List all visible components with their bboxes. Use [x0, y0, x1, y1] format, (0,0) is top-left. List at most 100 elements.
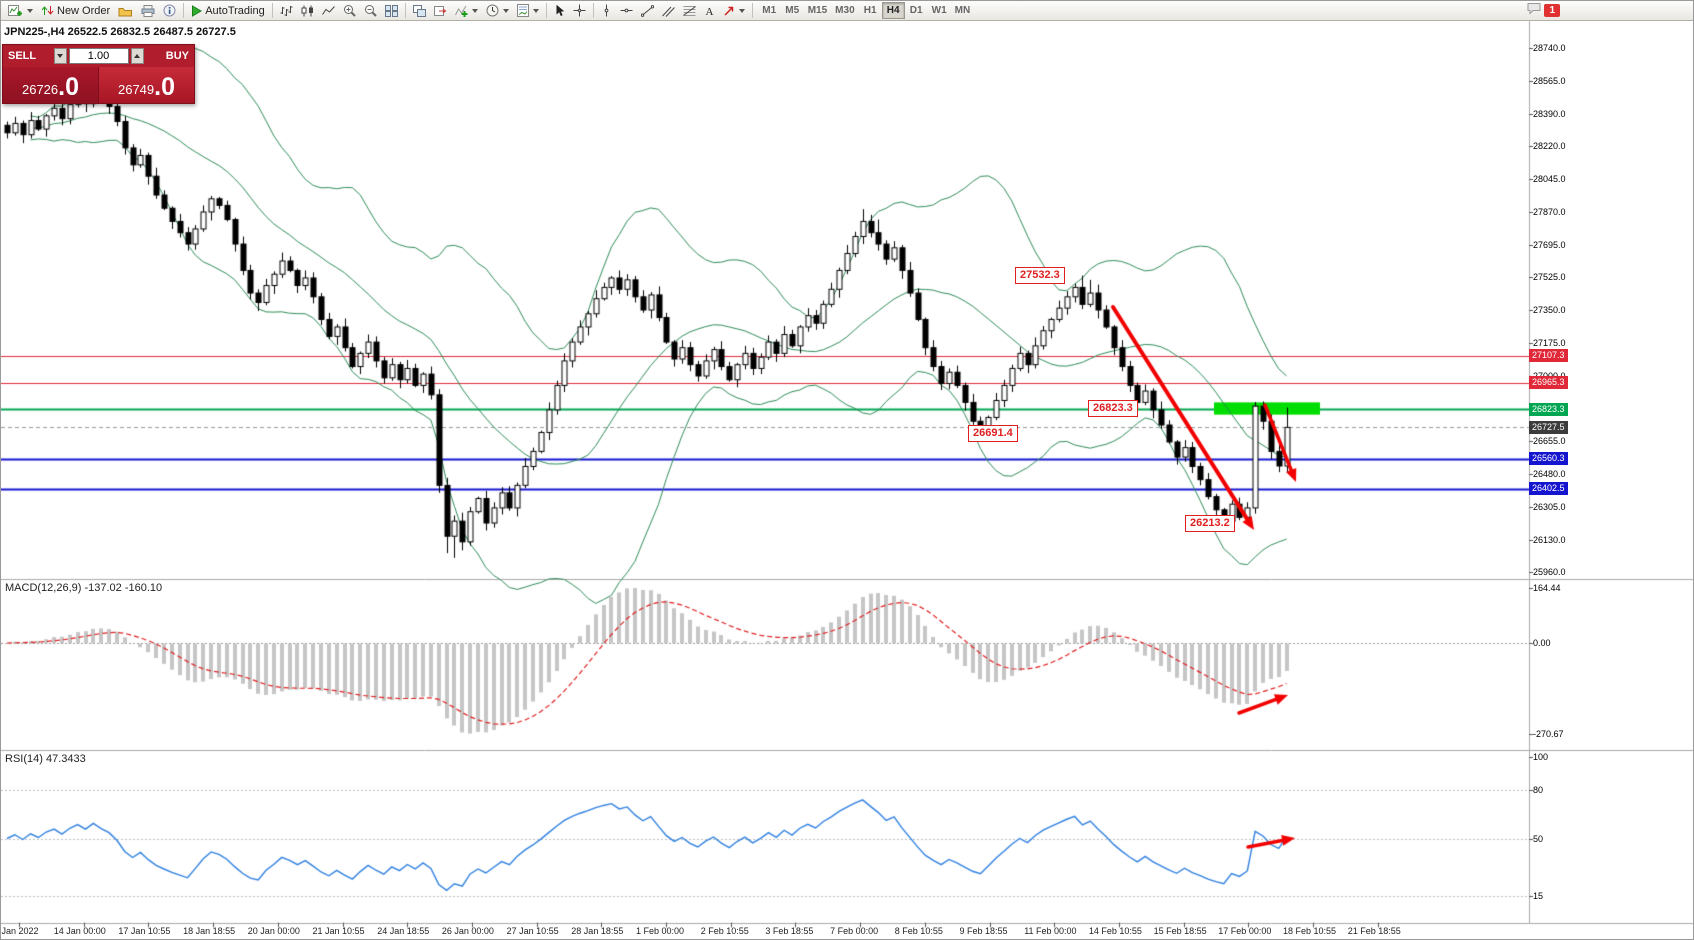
auto-arrange-button[interactable] — [409, 2, 430, 20]
volume-input[interactable] — [68, 48, 129, 64]
time-axis-label: 26 Jan 00:00 — [441, 926, 494, 936]
cursor-button[interactable] — [550, 2, 569, 20]
macd-scale-label: -270.67 — [1533, 728, 1564, 739]
timeframe-m1-button[interactable]: M1 — [758, 2, 781, 19]
new-chart-button[interactable] — [4, 2, 37, 20]
text-tool-button[interactable]: A — [700, 2, 719, 20]
arrange-icon — [412, 4, 426, 17]
time-axis-label: 7 Feb 00:00 — [830, 926, 879, 936]
buy-price-fraction: .0 — [154, 73, 175, 101]
buy-label: BUY — [165, 50, 189, 62]
price-scale-label: 28740.0 — [1533, 43, 1566, 53]
price-annotation-label[interactable]: 26691.4 — [968, 425, 1018, 443]
buy-button[interactable]: 26749.0 — [98, 67, 194, 103]
templates-button[interactable] — [513, 2, 543, 20]
play-icon — [191, 4, 203, 17]
bid-price-tag: 26727.5 — [1529, 420, 1568, 434]
candlestick-mode-button[interactable] — [297, 2, 318, 20]
timeframe-h1-button[interactable]: H1 — [859, 2, 882, 19]
timeframe-mn-button[interactable]: MN — [951, 2, 975, 19]
tile-windows-button[interactable] — [381, 2, 402, 20]
sell-button[interactable]: 26726.0 — [3, 67, 98, 103]
timeframe-m30-button[interactable]: M30 — [831, 2, 858, 19]
time-axis-label: 17 Feb 00:00 — [1218, 926, 1272, 936]
price-scale-label: 26305.0 — [1533, 501, 1566, 512]
new-chart-icon — [8, 4, 23, 17]
price-scale-label: 27175.0 — [1533, 338, 1566, 348]
dropdown-caret-icon — [27, 8, 33, 13]
zoom-in-icon — [343, 4, 356, 17]
dropdown-caret-icon — [502, 8, 509, 13]
dropdown-caret-icon — [738, 8, 745, 13]
channel-icon — [661, 5, 675, 17]
price-line-tag[interactable]: 26402.5 — [1529, 482, 1568, 496]
crosshair-button[interactable] — [569, 2, 590, 20]
autotrading-label: AutoTrading — [205, 4, 265, 17]
equidistant-channel-button[interactable] — [658, 2, 679, 20]
timeframe-h4-button[interactable]: H4 — [881, 2, 905, 19]
bar-chart-mode-button[interactable] — [276, 2, 297, 20]
trendline-button[interactable] — [637, 2, 658, 20]
price-line-tag[interactable]: 26965.3 — [1529, 376, 1568, 390]
timeframe-d1-button[interactable]: D1 — [905, 2, 928, 19]
vertical-line-button[interactable] — [597, 2, 616, 20]
price-scale-label: 28565.0 — [1533, 75, 1566, 86]
price-annotation-label[interactable]: 27532.3 — [1015, 266, 1065, 284]
dropdown-caret-icon — [532, 8, 539, 13]
volume-down-button[interactable] — [53, 48, 67, 64]
price-line-tag[interactable]: 27107.3 — [1529, 349, 1568, 363]
fibo-icon — [682, 5, 696, 17]
timeframe-w1-button[interactable]: W1 — [928, 2, 951, 19]
zoom-in-button[interactable] — [339, 2, 360, 20]
time-axis-label: 9 Feb 18:55 — [959, 926, 1008, 936]
rsi-scale-label: 50 — [1533, 833, 1544, 844]
toolbar-separator — [751, 3, 753, 18]
time-axis-label: 28 Jan 18:55 — [571, 926, 624, 936]
time-axis-label: 1 Feb 00:00 — [636, 926, 685, 936]
periods-button[interactable] — [482, 2, 513, 20]
arrows-tool-button[interactable] — [719, 2, 749, 20]
time-axis-label: 21 Jan 10:55 — [312, 926, 365, 936]
line-chart-mode-button[interactable] — [318, 2, 339, 20]
timeframe-group: M1 M5 M15 M30 H1 H4 D1 W1 MN — [758, 2, 974, 19]
timeframe-m5-button[interactable]: M5 — [781, 2, 804, 19]
print-preview-button[interactable] — [137, 2, 159, 20]
indicators-button[interactable] — [451, 2, 482, 20]
price-annotation-label[interactable]: 26213.2 — [1185, 515, 1235, 533]
sell-price: 26726 — [21, 82, 59, 97]
time-axis-label: 24 Jan 18:55 — [377, 926, 430, 936]
tline-icon — [640, 4, 654, 17]
price-annotation-label[interactable]: 26823.3 — [1088, 400, 1138, 418]
price-scale-label: 26130.0 — [1533, 534, 1566, 545]
chart-symbol-title: JPN225-,H4 26522.5 26832.5 26487.5 26727… — [4, 26, 236, 38]
horizontal-line-button[interactable] — [616, 2, 637, 20]
chart-shift-button[interactable] — [430, 2, 451, 20]
time-axis-label: 21 Feb 18:55 — [1347, 926, 1401, 936]
chart-info-button[interactable] — [159, 2, 180, 20]
notifications-button[interactable]: 1 — [1527, 2, 1560, 20]
new-order-button[interactable]: New Order — [37, 2, 114, 20]
bars-icon — [280, 5, 293, 17]
one-click-trading-panel: SELL BUY 26726.0 26749.0 — [2, 44, 195, 104]
price-scale-label: 26655.0 — [1533, 436, 1566, 447]
crosshair-icon — [573, 4, 586, 17]
notification-badge: 1 — [1544, 4, 1560, 17]
price-line-tag[interactable]: 26560.3 — [1529, 452, 1568, 466]
autotrading-button[interactable]: AutoTrading — [187, 2, 269, 20]
volume-up-button[interactable] — [130, 48, 144, 64]
price-line-tag[interactable]: 26823.3 — [1529, 402, 1568, 416]
toolbar-separator — [545, 3, 547, 18]
hline-icon — [620, 6, 633, 15]
triangle-up-icon — [134, 54, 140, 58]
new-order-label: New Order — [57, 4, 111, 17]
fibonacci-retracement-button[interactable] — [679, 2, 700, 20]
buy-price: 26749 — [117, 82, 155, 97]
timeframe-m15-button[interactable]: M15 — [804, 2, 831, 19]
ind-plus-icon — [454, 5, 468, 17]
time-axis-label: 17 Jan 10:55 — [118, 926, 171, 936]
zoom-out-button[interactable] — [360, 2, 381, 20]
profiles-button[interactable] — [114, 2, 137, 20]
